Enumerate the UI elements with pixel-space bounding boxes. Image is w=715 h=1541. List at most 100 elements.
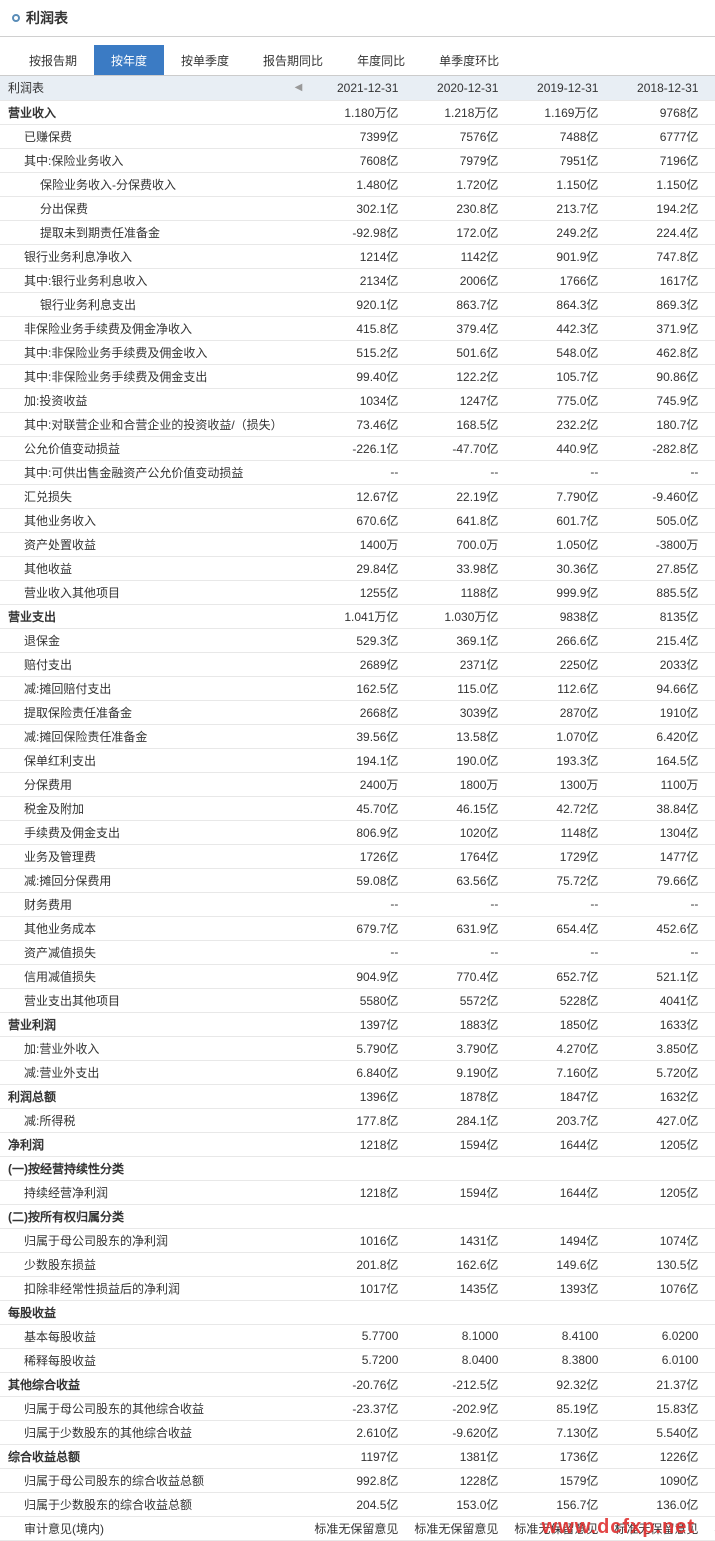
spacer — [291, 268, 307, 292]
cell: 5.720亿 — [606, 1060, 706, 1084]
spacer — [291, 292, 307, 316]
spacer — [291, 316, 307, 340]
cell: 1197亿 — [306, 1444, 406, 1468]
tab-5[interactable]: 单季度环比 — [422, 45, 516, 75]
table-row: 公允价值变动损益-226.1亿-47.70亿440.9亿-282.8亿32.71… — [0, 436, 715, 460]
cell: 63.56亿 — [406, 868, 506, 892]
table-row: 提取保险责任准备金2668亿3039亿2870亿1910亿2200亿 — [0, 700, 715, 724]
cell: -- — [506, 940, 606, 964]
table-row: 其他综合收益-20.76亿-212.5亿92.32亿21.37亿218.8亿 — [0, 1372, 715, 1396]
cell — [506, 1156, 606, 1180]
cell: 1228亿 — [406, 1468, 506, 1492]
cell: 2668亿 — [306, 700, 406, 724]
row-label: 提取保险责任准备金 — [0, 700, 291, 724]
cell: 5.7700 — [306, 1324, 406, 1348]
cell: 1304亿 — [606, 820, 706, 844]
table-row: 已赚保费7399亿7576亿7488亿6777亿5730亿 — [0, 124, 715, 148]
cell: -100.0万 — [706, 532, 715, 556]
cell: -- — [606, 940, 706, 964]
tab-4[interactable]: 年度同比 — [340, 45, 422, 75]
cell: 38.84亿 — [606, 796, 706, 820]
tab-2[interactable]: 按单季度 — [164, 45, 246, 75]
cell: 450.5亿 — [706, 916, 715, 940]
col-header-2: 2019-12-31 — [506, 76, 606, 100]
spacer — [291, 1228, 307, 1252]
cell: 1.218万亿 — [406, 100, 506, 124]
cell: 1.480亿 — [306, 172, 406, 196]
cell — [406, 1156, 506, 1180]
cell: 94.66亿 — [606, 676, 706, 700]
cell: 7561亿 — [706, 604, 715, 628]
cell: 1633亿 — [606, 1012, 706, 1036]
cell: 1381亿 — [406, 1444, 506, 1468]
cell: 1.050亿 — [506, 532, 606, 556]
cell — [306, 1300, 406, 1324]
row-label: 其他业务收入 — [0, 508, 291, 532]
cell — [506, 1204, 606, 1228]
cell: 29.84亿 — [306, 556, 406, 580]
col-header-3: 2018-12-31 — [606, 76, 706, 100]
cell: 1.070亿 — [506, 724, 606, 748]
cell: 904.9亿 — [306, 964, 406, 988]
row-label: 归属于母公司股东的净利润 — [0, 1228, 291, 1252]
cell: 9838亿 — [506, 604, 606, 628]
cell: 67.28亿 — [706, 868, 715, 892]
table-row: 银行业务利息支出920.1亿863.7亿864.3亿869.3亿725.0亿 — [0, 292, 715, 316]
cell: 27.85亿 — [606, 556, 706, 580]
scroll-left-icon[interactable]: ◀ — [291, 76, 307, 100]
cell: 775.0亿 — [506, 388, 606, 412]
cell: 1188亿 — [406, 580, 506, 604]
cell: 136.0亿 — [606, 1492, 706, 1516]
spacer — [291, 940, 307, 964]
cell — [406, 1300, 506, 1324]
cell: 2371亿 — [406, 652, 506, 676]
spacer — [291, 220, 307, 244]
table-row: 保险业务收入-分保费收入1.480亿1.720亿1.150亿1.150亿1.27… — [0, 172, 715, 196]
cell: 1218亿 — [306, 1180, 406, 1204]
cell: 1017亿 — [306, 1276, 406, 1300]
cell: 32.71亿 — [706, 436, 715, 460]
cell: 1218亿 — [306, 1132, 406, 1156]
tab-1[interactable]: 按年度 — [94, 45, 164, 75]
cell: 4.9900 — [706, 1348, 715, 1372]
cell: 863.7亿 — [406, 292, 506, 316]
cell: 153.0亿 — [406, 1492, 506, 1516]
cell: 1644亿 — [506, 1132, 606, 1156]
row-label: 加:营业外收入 — [0, 1036, 291, 1060]
spacer — [291, 700, 307, 724]
row-label: 基本每股收益 — [0, 1324, 291, 1348]
cell: 1494亿 — [506, 1228, 606, 1252]
cell: 194.1亿 — [306, 748, 406, 772]
spacer — [291, 844, 307, 868]
cell: -1.280亿 — [706, 484, 715, 508]
cell: 347.6亿 — [706, 1108, 715, 1132]
cell: 266.6亿 — [506, 628, 606, 652]
row-label: 减:所得税 — [0, 1108, 291, 1132]
cell: 700.0万 — [406, 532, 506, 556]
cell: 3.540亿 — [706, 1036, 715, 1060]
spacer — [291, 1156, 307, 1180]
cell: 2033亿 — [606, 652, 706, 676]
cell: 73.46亿 — [306, 412, 406, 436]
cell: 1076亿 — [606, 1276, 706, 1300]
cell: -- — [506, 460, 606, 484]
cell: 112.6亿 — [506, 676, 606, 700]
tab-3[interactable]: 报告期同比 — [246, 45, 340, 75]
cell: 213.7亿 — [506, 196, 606, 220]
cell: 59.08亿 — [306, 868, 406, 892]
cell: 529.3亿 — [306, 628, 406, 652]
table-row: 净利润1218亿1594亿1644亿1205亿999.8亿 — [0, 1132, 715, 1156]
cell: 5.540亿 — [606, 1420, 706, 1444]
cell: -- — [406, 940, 506, 964]
table-row: 非保险业务手续费及佣金净收入415.8亿379.4亿442.3亿371.9亿37… — [0, 316, 715, 340]
table-row: 扣除非经常性损益后的净利润1017亿1435亿1393亿1076亿891.4亿 — [0, 1276, 715, 1300]
cell — [606, 1156, 706, 1180]
col-header-0: 2021-12-31 — [306, 76, 406, 100]
tab-0[interactable]: 按报告期 — [12, 45, 94, 75]
cell: 1474亿 — [706, 268, 715, 292]
spacer — [291, 172, 307, 196]
cell: 4.920亿 — [706, 724, 715, 748]
cell: 747.8亿 — [606, 244, 706, 268]
spacer — [291, 436, 307, 460]
cell: 1247亿 — [406, 388, 506, 412]
